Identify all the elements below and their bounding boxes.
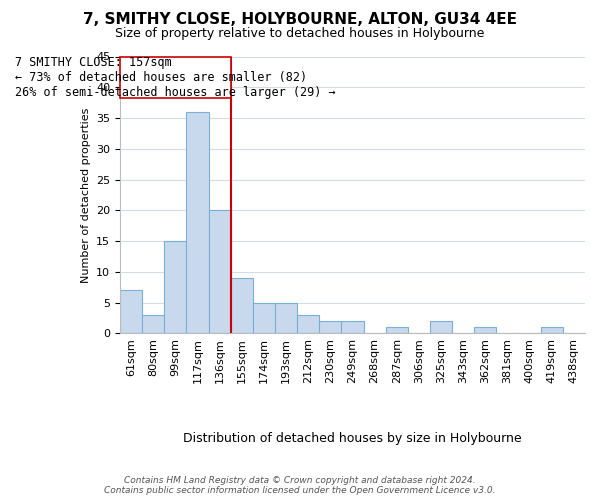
Text: Size of property relative to detached houses in Holybourne: Size of property relative to detached ho…: [115, 28, 485, 40]
Bar: [209, 210, 230, 334]
Bar: [142, 315, 164, 334]
Text: 7, SMITHY CLOSE, HOLYBOURNE, ALTON, GU34 4EE: 7, SMITHY CLOSE, HOLYBOURNE, ALTON, GU34…: [83, 12, 517, 28]
Bar: [319, 321, 341, 334]
Bar: [541, 327, 563, 334]
X-axis label: Distribution of detached houses by size in Holybourne: Distribution of detached houses by size …: [183, 432, 522, 445]
Text: 7 SMITHY CLOSE: 157sqm
← 73% of detached houses are smaller (82)
26% of semi-det: 7 SMITHY CLOSE: 157sqm ← 73% of detached…: [15, 56, 335, 99]
Text: Contains HM Land Registry data © Crown copyright and database right 2024.
Contai: Contains HM Land Registry data © Crown c…: [104, 476, 496, 495]
Bar: [253, 302, 275, 334]
Bar: [164, 241, 187, 334]
Bar: [120, 290, 142, 334]
FancyBboxPatch shape: [120, 56, 230, 98]
Bar: [187, 112, 209, 334]
Bar: [430, 321, 452, 334]
Bar: [341, 321, 364, 334]
Bar: [230, 278, 253, 334]
Y-axis label: Number of detached properties: Number of detached properties: [80, 108, 91, 282]
Bar: [386, 327, 408, 334]
Bar: [297, 315, 319, 334]
Bar: [275, 302, 297, 334]
Bar: [474, 327, 496, 334]
